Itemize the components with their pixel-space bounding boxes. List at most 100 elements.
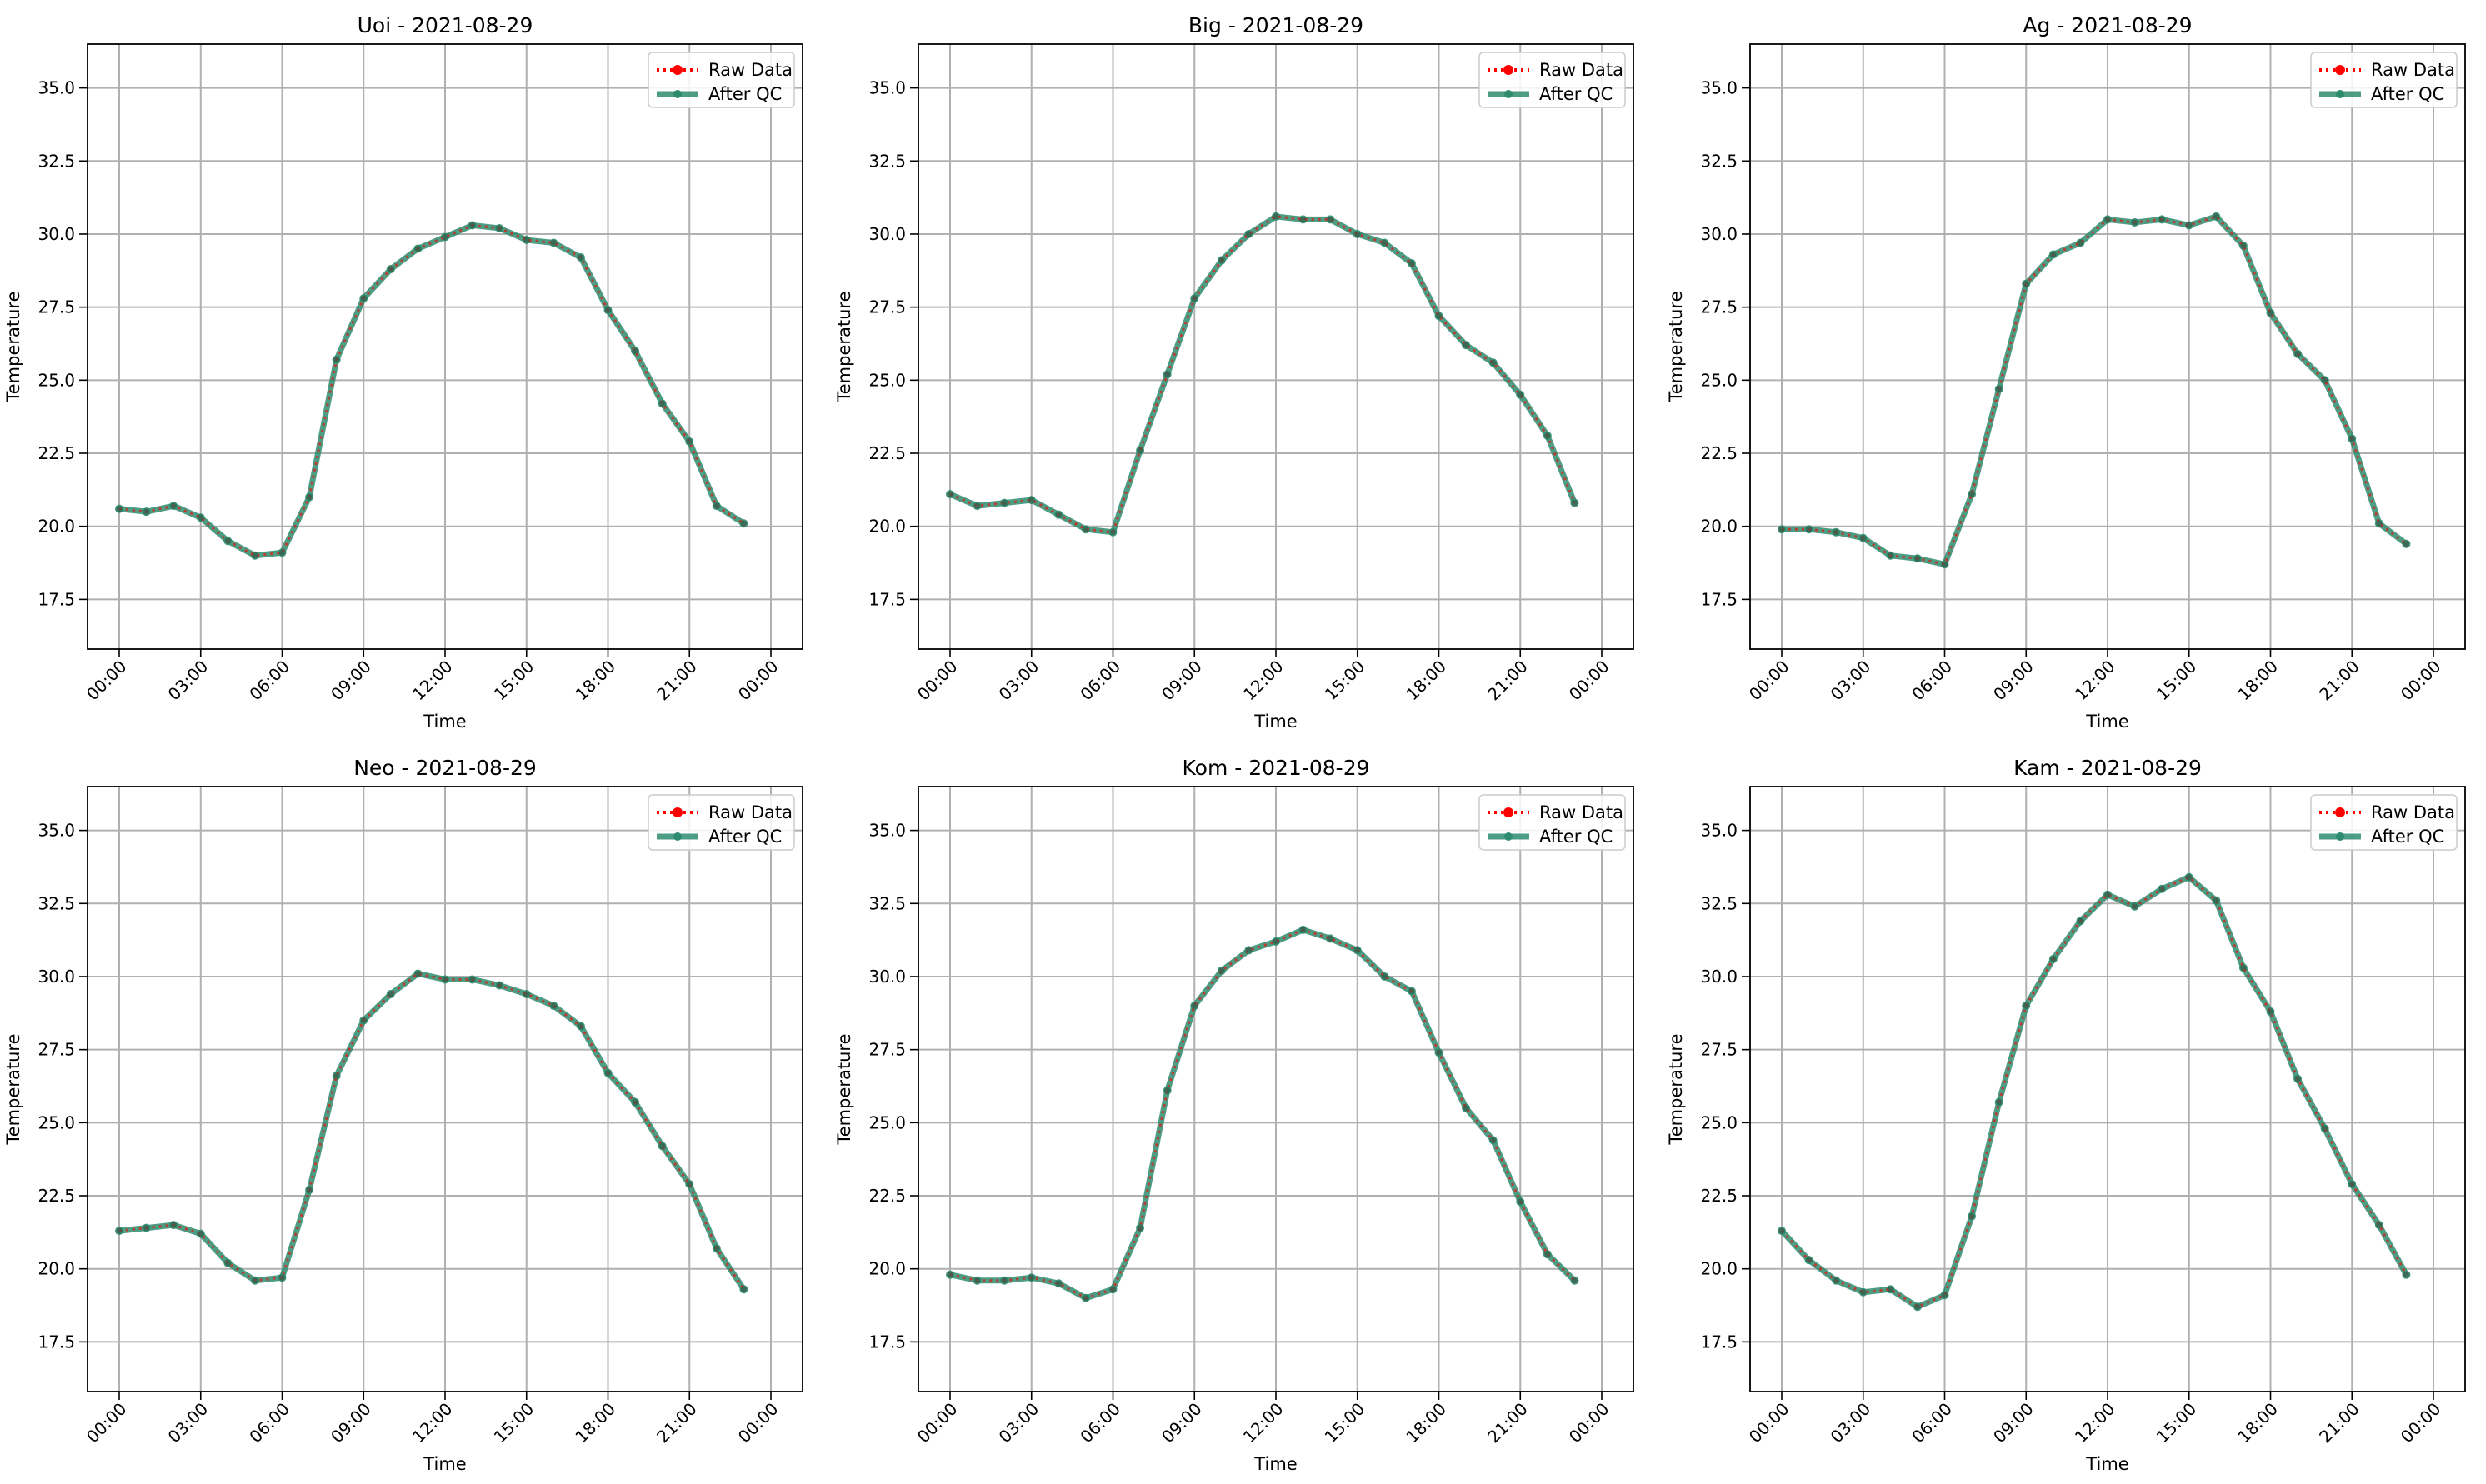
y-tick-label: 22.5 xyxy=(868,443,906,463)
raw-data-point xyxy=(1408,260,1415,267)
y-tick-label: 32.5 xyxy=(1700,893,1738,913)
legend-qc-marker xyxy=(1504,832,1513,841)
y-tick-label: 22.5 xyxy=(38,1186,75,1206)
x-tick-label: 18:00 xyxy=(2233,1399,2282,1447)
x-tick-label: 03:00 xyxy=(164,657,213,705)
x-tick-label: 09:00 xyxy=(1989,1399,2038,1447)
after-qc-line xyxy=(1779,874,2409,1310)
raw-data-point xyxy=(496,982,503,988)
y-tick-label: 32.5 xyxy=(868,893,906,913)
raw-data-point xyxy=(2186,222,2193,228)
raw-data-point xyxy=(713,1245,720,1252)
raw-data-point xyxy=(550,239,557,246)
y-tick-label: 35.0 xyxy=(1700,821,1738,841)
legend-raw-label: Raw Data xyxy=(1539,60,1623,80)
y-tick-label: 30.0 xyxy=(868,967,906,987)
x-tick-label: 06:00 xyxy=(1908,657,1956,705)
x-axis-label: Time xyxy=(423,712,466,732)
x-tick-label: 15:00 xyxy=(490,657,538,705)
raw-data-point xyxy=(143,1225,150,1232)
y-tick-label: 20.0 xyxy=(38,1259,75,1279)
y-tick-label: 35.0 xyxy=(868,821,906,841)
x-tick-label: 12:00 xyxy=(2071,657,2119,705)
raw-data-point xyxy=(1571,500,1578,507)
y-axis-label: Temperature xyxy=(1666,1033,1686,1145)
x-tick-label: 06:00 xyxy=(1076,657,1124,705)
raw-data-point xyxy=(496,225,503,232)
legend-qc-label: After QC xyxy=(1539,84,1613,104)
x-tick-label: 15:00 xyxy=(490,1399,538,1447)
x-tick-label: 00:00 xyxy=(1565,657,1613,705)
raw-data-point xyxy=(1544,432,1551,439)
y-tick-label: 17.5 xyxy=(38,589,75,609)
raw-data-point xyxy=(224,1260,231,1267)
raw-data-point xyxy=(1968,491,1975,497)
y-tick-label: 27.5 xyxy=(38,297,75,317)
x-tick-label: 15:00 xyxy=(1321,657,1369,705)
raw-data-point xyxy=(1914,1303,1921,1310)
x-tick-label: 06:00 xyxy=(245,657,293,705)
y-tick-label: 22.5 xyxy=(1700,1186,1738,1206)
x-tick-label: 00:00 xyxy=(83,657,131,705)
raw-data-point xyxy=(2050,956,2057,962)
raw-data-point xyxy=(1028,1274,1035,1281)
raw-data-point xyxy=(686,438,693,445)
y-tick-label: 32.5 xyxy=(38,893,75,913)
raw-data-point xyxy=(1996,1099,2003,1106)
legend-qc-label: After QC xyxy=(1539,827,1613,847)
legend-qc-label: After QC xyxy=(708,827,782,847)
y-tick-label: 25.0 xyxy=(868,1112,906,1132)
y-tick-label: 17.5 xyxy=(1700,1332,1738,1352)
raw-data-point xyxy=(1942,561,1948,567)
after-qc-line xyxy=(118,970,747,1292)
legend-qc-label: After QC xyxy=(708,84,782,104)
raw-data-point xyxy=(2186,874,2193,881)
raw-data-point xyxy=(1571,1277,1578,1284)
raw-data-point xyxy=(947,491,953,497)
raw-data-point xyxy=(2132,219,2138,226)
raw-data-point xyxy=(2348,435,2355,442)
raw-data-point xyxy=(1517,1198,1523,1205)
legend-qc-marker xyxy=(673,832,682,841)
x-tick-label: 21:00 xyxy=(1483,657,1532,705)
x-tick-label: 00:00 xyxy=(913,657,962,705)
y-tick-label: 27.5 xyxy=(868,297,906,317)
raw-data-point xyxy=(279,1274,285,1281)
x-tick-label: 00:00 xyxy=(734,1399,783,1447)
raw-data-point xyxy=(1996,386,2003,392)
y-tick-label: 30.0 xyxy=(38,967,75,987)
raw-data-point xyxy=(2023,281,2029,287)
x-tick-label: 09:00 xyxy=(1158,657,1206,705)
axes-frame xyxy=(1749,43,2466,650)
raw-data-point xyxy=(1083,526,1089,532)
raw-data-point xyxy=(2294,1076,2301,1082)
raw-data-point xyxy=(306,494,313,501)
after-qc-line xyxy=(949,927,1577,1302)
x-tick-label: 06:00 xyxy=(1076,1399,1124,1447)
axes-frame xyxy=(918,43,1634,650)
subplot-title: Neo - 2021-08-29 xyxy=(353,756,537,780)
x-tick-label: 18:00 xyxy=(1402,657,1450,705)
raw-data-point xyxy=(1300,927,1307,933)
y-tick-label: 32.5 xyxy=(1700,151,1738,171)
raw-data-point xyxy=(1327,216,1333,222)
raw-data-point xyxy=(1942,1292,1948,1298)
legend-raw-label: Raw Data xyxy=(708,60,793,80)
y-tick-label: 20.0 xyxy=(868,517,906,537)
raw-data-point xyxy=(1887,1286,1893,1292)
y-tick-label: 35.0 xyxy=(38,78,75,98)
raw-data-point xyxy=(2403,541,2409,547)
raw-data-point xyxy=(116,1227,123,1234)
subplot-4: 00:00 03:00 06:00 09:00 12:00 15:00 18:00 21:00… xyxy=(3,756,803,1474)
x-tick-label: 12:00 xyxy=(2071,1399,2119,1447)
raw-data-point xyxy=(605,1070,611,1077)
x-tick-label: 00:00 xyxy=(2397,657,2445,705)
x-tick-label: 21:00 xyxy=(653,1399,701,1447)
x-tick-label: 00:00 xyxy=(1745,1399,1793,1447)
raw-data-point xyxy=(947,1272,953,1278)
y-axis-label: Temperature xyxy=(3,291,23,402)
x-tick-label: 21:00 xyxy=(2315,657,2363,705)
y-tick-label: 25.0 xyxy=(1700,370,1738,390)
x-tick-label: 09:00 xyxy=(1989,657,2038,705)
